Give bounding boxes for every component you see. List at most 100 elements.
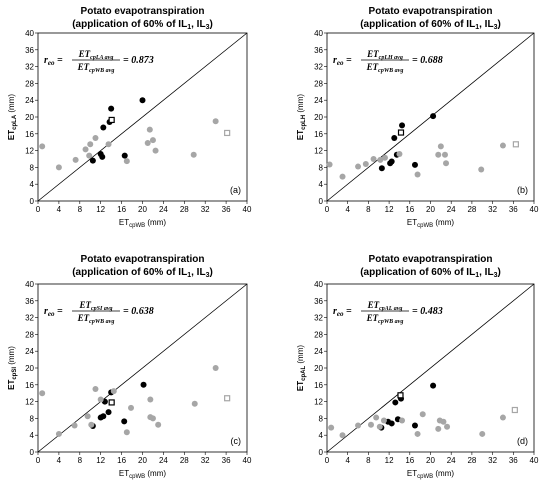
data-point-gray (155, 421, 162, 428)
subtitle-text: ) (209, 267, 212, 278)
data-point-black (388, 420, 395, 427)
data-point-gray (435, 151, 442, 158)
chart-panel-2: Potato evapotranspiration (application of… (296, 6, 539, 229)
x-tick-label: 20 (426, 456, 435, 465)
data-point-open-square-gray (224, 129, 231, 137)
x-tick-label: 40 (243, 456, 252, 465)
panel-label: (c) (231, 436, 242, 446)
equation-denominator: ETcpWB avg (366, 62, 404, 74)
x-tick-label: 20 (138, 456, 147, 465)
data-point-open-square-black (108, 399, 115, 406)
data-point-gray (55, 430, 62, 437)
y-axis-label-subscript: cpLH (301, 115, 307, 130)
equation-den-symbol: ET (366, 62, 379, 72)
data-point-open-square-gray (512, 141, 519, 148)
chart-panel-1: Potato evapotranspiration (application of… (7, 6, 252, 229)
data-point-gray (147, 396, 154, 403)
equation-value: = 0.688 (412, 55, 443, 66)
subtitle-text: (application of 60% of IL (72, 267, 187, 278)
equation-num-symbol: ET (78, 300, 91, 310)
x-axis-label-subscript: cpWB (417, 474, 433, 480)
data-point-open-square-gray (511, 406, 518, 414)
equation-num-subscript: cpSI avg (91, 306, 113, 312)
data-point-gray (414, 430, 421, 437)
y-tick-label: 4 (319, 431, 324, 440)
data-point-gray (435, 425, 442, 432)
x-tick-label: 16 (405, 456, 414, 465)
data-point-black (430, 113, 437, 120)
x-axis-label: ETcpWB (mm) (407, 469, 454, 480)
y-tick-label: 28 (25, 330, 34, 339)
x-tick-label: 12 (96, 456, 105, 465)
x-axis-label-unit: (mm) (145, 469, 166, 478)
y-tick-label: 36 (25, 46, 34, 55)
y-tick-label: 8 (30, 163, 35, 172)
equation-den-symbol: ET (366, 313, 379, 323)
y-tick-label: 4 (30, 431, 35, 440)
data-point-gray (399, 417, 406, 424)
subtitle-text: , IL (191, 19, 205, 30)
y-axis-label: ETcpLH (mm) (296, 94, 307, 140)
data-point-gray (71, 422, 78, 429)
data-point-black (411, 161, 418, 168)
y-tick-label: 16 (25, 381, 34, 390)
y-tick-label: 12 (314, 398, 323, 407)
data-point-gray (373, 414, 380, 421)
chart-panel-3: Potato evapotranspiration (application of… (7, 254, 252, 480)
equation-num-symbol: ET (366, 49, 379, 59)
x-axis-label: ETcpWB (mm) (119, 218, 166, 229)
x-tick-label: 16 (117, 205, 126, 214)
y-tick-label: 28 (314, 330, 323, 339)
data-point-gray (443, 160, 450, 167)
y-tick-label: 24 (25, 96, 34, 105)
data-point-gray (444, 423, 451, 430)
x-tick-label: 0 (36, 456, 41, 465)
x-tick-label: 28 (467, 456, 476, 465)
data-point-gray (414, 171, 421, 178)
chart-panel-4: Potato evapotranspiration (application of… (296, 254, 539, 480)
x-tick-label: 24 (159, 456, 168, 465)
y-tick-label: 24 (314, 347, 323, 356)
subtitle-subscript: 3 (494, 272, 498, 279)
data-point-gray (499, 414, 506, 421)
x-tick-label: 20 (138, 205, 147, 214)
y-tick-label: 32 (25, 63, 34, 72)
data-point-gray (212, 118, 219, 125)
y-axis-label-main: ET (296, 130, 305, 140)
x-tick-label: 24 (159, 205, 168, 214)
x-tick-label: 32 (488, 456, 497, 465)
data-point-black (108, 105, 115, 112)
subtitle-text: (application of 60% of IL (360, 267, 475, 278)
data-point-gray (328, 424, 335, 431)
equation-symbol: r (44, 55, 48, 66)
equation-subscript: eo (48, 59, 55, 67)
equation-den-subscript: cpWB avg (89, 319, 114, 325)
y-axis-label: ETcpSI (mm) (7, 346, 18, 390)
y-tick-label: 12 (25, 398, 34, 407)
data-point-gray (149, 415, 156, 422)
data-point-gray (55, 164, 62, 171)
equation-num-subscript: cpLH avg (379, 55, 403, 61)
equation-equals: = (55, 55, 64, 66)
y-tick-label: 20 (314, 364, 323, 373)
x-tick-label: 0 (325, 205, 330, 214)
x-tick-label: 8 (366, 205, 371, 214)
y-tick-label: 24 (314, 96, 323, 105)
data-point-gray (479, 430, 486, 437)
data-point-gray (437, 143, 444, 150)
chart-title: Potato evapotranspiration (369, 254, 493, 265)
y-tick-label: 40 (314, 280, 323, 289)
x-tick-label: 16 (117, 456, 126, 465)
data-point-gray (499, 142, 506, 149)
x-tick-label: 0 (325, 456, 330, 465)
data-point-gray (86, 152, 93, 159)
x-tick-label: 20 (426, 205, 435, 214)
x-tick-label: 36 (222, 205, 231, 214)
data-point-gray (326, 161, 333, 168)
data-point-gray (381, 154, 388, 161)
y-tick-label: 12 (314, 147, 323, 156)
data-point-gray (191, 400, 198, 407)
data-point-gray (355, 422, 362, 429)
equation-den-symbol: ET (77, 313, 90, 323)
data-point-gray (84, 413, 91, 420)
